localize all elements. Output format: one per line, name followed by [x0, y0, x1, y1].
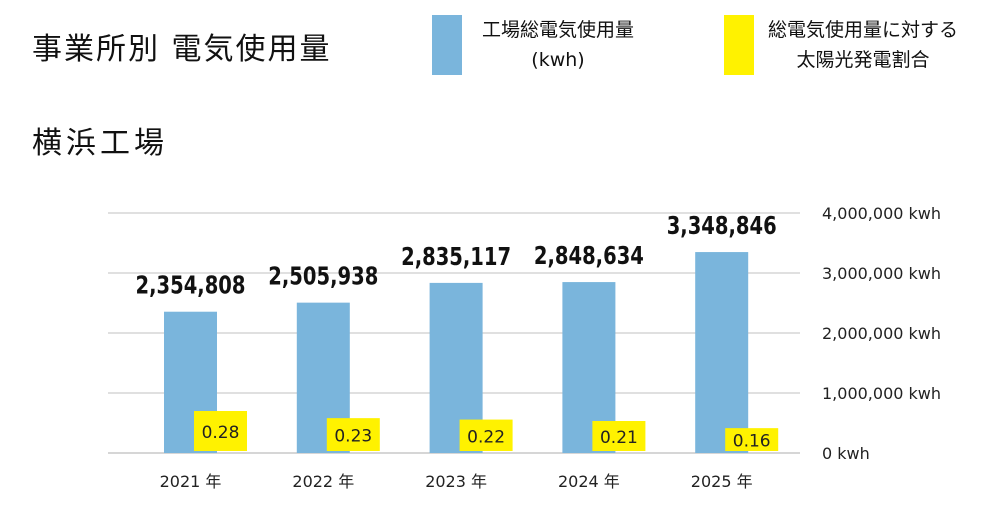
legend-label-usage: 工場総電気使用量 (kwh): [482, 15, 634, 75]
legend-label-solar-line1: 総電気使用量に対する: [768, 19, 959, 41]
chart-title: 事業所別 電気使用量: [32, 32, 332, 67]
legend-item-usage: 工場総電気使用量 (kwh): [432, 15, 634, 75]
bar-value-label: 2,505,938: [268, 262, 378, 291]
legend-swatch-usage: [432, 15, 462, 75]
bar-solar: [194, 411, 247, 451]
bar-solar-label: 0.21: [600, 428, 638, 448]
bar-solar: [725, 428, 779, 451]
legend-label-usage-line2: (kwh): [531, 49, 585, 71]
y-tick-label: 0 kwh: [822, 444, 870, 463]
x-tick-label: 2022 年: [292, 472, 354, 491]
y-tick-label: 2,000,000 kwh: [822, 324, 941, 343]
bar-value-label: 2,835,117: [401, 242, 511, 271]
chart-subtitle: 横浜工場: [32, 126, 168, 161]
x-tick-label: 2023 年: [425, 472, 487, 491]
bar-value-label: 3,348,846: [667, 211, 777, 240]
bar-solar-label: 0.28: [202, 423, 240, 443]
x-tick-label: 2024 年: [558, 472, 620, 491]
bar-solar: [592, 421, 646, 451]
bar-solar-label: 0.22: [467, 427, 505, 447]
bar-solar-label: 0.16: [733, 432, 771, 452]
bar-value-label: 2,354,808: [136, 271, 246, 300]
bar-solar: [459, 419, 513, 451]
bar-solar: [326, 418, 380, 451]
y-tick-label: 1,000,000 kwh: [822, 384, 941, 403]
y-tick-label: 3,000,000 kwh: [822, 264, 941, 283]
legend-label-solar-line2: 太陽光発電割合: [796, 49, 930, 71]
x-tick-label: 2025 年: [691, 472, 753, 491]
bar-usage: [695, 252, 749, 453]
legend-swatch-solar: [724, 15, 754, 75]
y-tick-label: 4,000,000 kwh: [822, 204, 941, 223]
legend-item-solar: 総電気使用量に対する 太陽光発電割合: [724, 15, 958, 75]
bar-solar-label: 0.23: [334, 427, 372, 447]
x-tick-label: 2021 年: [160, 472, 222, 491]
legend-label-solar: 総電気使用量に対する 太陽光発電割合: [768, 15, 958, 75]
legend-label-usage-line1: 工場総電気使用量: [482, 19, 635, 41]
bar-value-label: 2,848,634: [534, 241, 644, 270]
